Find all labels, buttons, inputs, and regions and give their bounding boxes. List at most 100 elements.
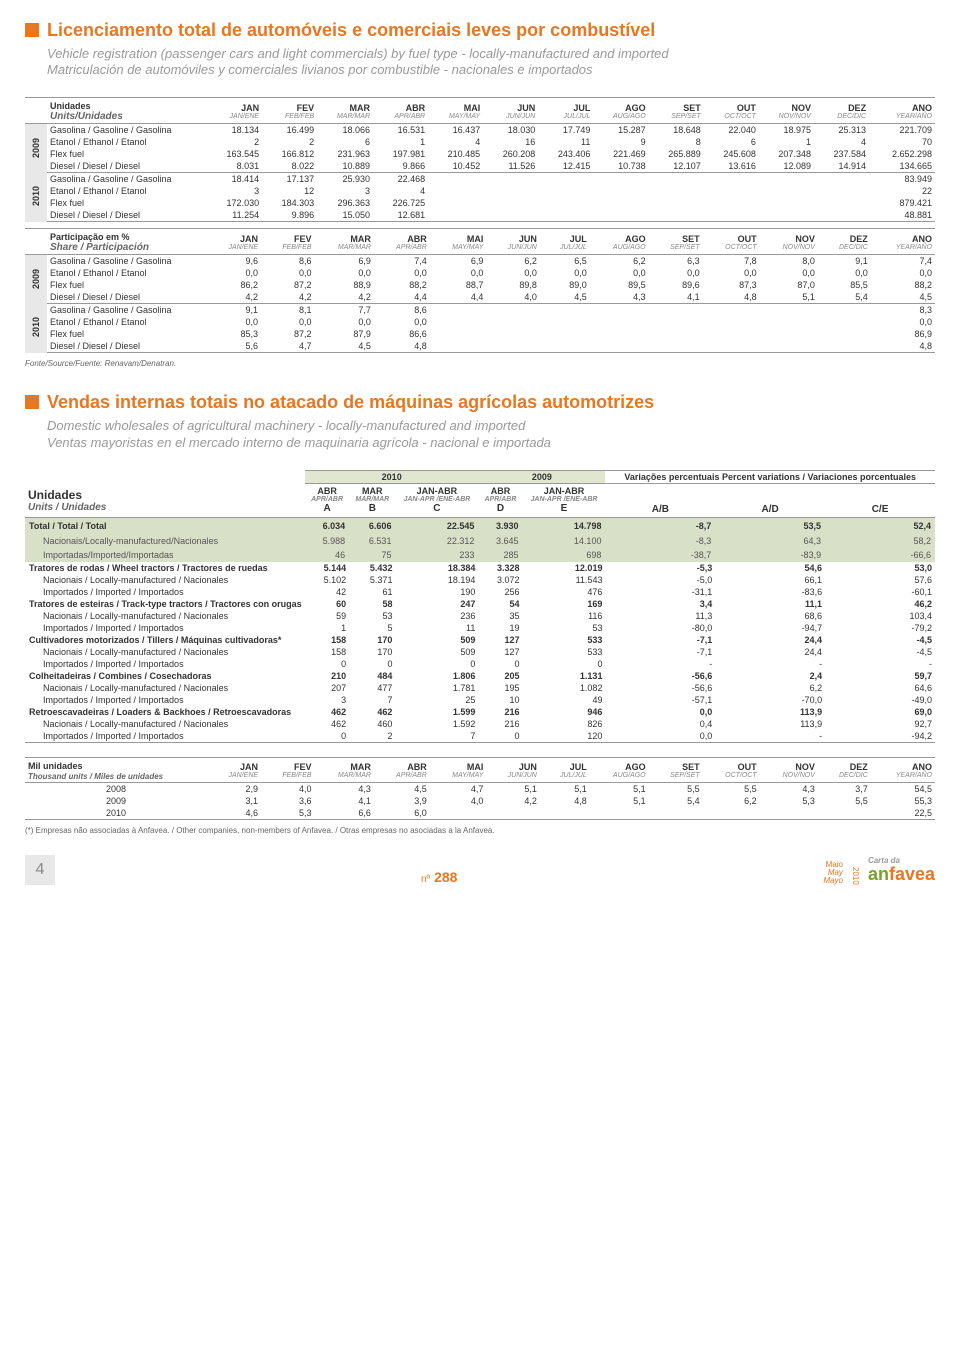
data-cell: 462 — [305, 706, 349, 718]
data-cell: 0 — [478, 658, 522, 670]
data-cell: -56,6 — [605, 682, 715, 694]
band-2010: 2010 — [305, 470, 478, 483]
data-cell: 5,1 — [590, 782, 649, 795]
data-cell: 87,2 — [261, 328, 314, 340]
data-cell: 207.348 — [759, 148, 814, 160]
data-cell: 170 — [349, 646, 395, 658]
data-cell: 509 — [395, 634, 478, 646]
table-row: Diesel / Diesel / Diesel8.0318.02210.889… — [25, 160, 935, 173]
row-label: Retroescavadeiras / Loaders & Backhoes /… — [25, 706, 305, 718]
data-cell: 58,2 — [825, 534, 935, 548]
month-col: ANOYEAR/AÑO — [871, 229, 935, 255]
data-cell: - — [715, 658, 825, 670]
data-cell: 54,5 — [871, 782, 935, 795]
row-label: Gasolina / Gasoline / Gasolina — [47, 255, 207, 268]
month-col: JUNJUN/JUN — [486, 757, 539, 782]
data-cell: 4,1 — [315, 795, 374, 807]
data-cell: 0,0 — [871, 316, 935, 328]
data-cell: 11.543 — [523, 574, 606, 586]
table-row: 2010Gasolina / Gasoline / Gasolina18.414… — [25, 173, 935, 186]
data-cell: 61 — [349, 586, 395, 598]
data-cell: 0,0 — [430, 267, 487, 279]
data-cell: 18.975 — [759, 124, 814, 137]
data-cell — [430, 316, 487, 328]
data-cell: 16.437 — [428, 124, 483, 137]
row-label: Gasolina / Gasoline / Gasolina — [47, 173, 207, 186]
data-cell: 24,4 — [715, 634, 825, 646]
data-cell: 3.072 — [478, 574, 522, 586]
table-row: Importados / Imported / Importados372510… — [25, 694, 935, 706]
data-cell: 169 — [523, 598, 606, 610]
month-col: AGOAUG/AGO — [590, 229, 649, 255]
data-cell: 7,7 — [315, 304, 374, 317]
data-cell: 184.303 — [262, 197, 317, 209]
data-cell: 25.313 — [814, 124, 869, 137]
data-cell — [704, 209, 759, 222]
table-mil-header: Mil unidades Thousand units / Miles de u… — [25, 757, 935, 782]
month-col: OUTOCT/OCT — [704, 98, 759, 124]
data-cell: 197.981 — [373, 148, 428, 160]
data-cell: 35 — [478, 610, 522, 622]
data-cell: 698 — [523, 548, 606, 562]
data-cell: 216 — [478, 718, 522, 730]
var-sub: Percent variations / Variaciones porcent… — [722, 472, 916, 482]
month-col: ANOYEAR/AÑO — [869, 98, 935, 124]
data-cell: 6,0 — [374, 807, 430, 820]
data-cell: 6 — [704, 136, 759, 148]
data-cell: 4,7 — [430, 782, 487, 795]
data-cell — [649, 185, 704, 197]
data-cell: 1.592 — [395, 718, 478, 730]
table-row: Diesel / Diesel / Diesel5,64,74,54,84,8 — [25, 340, 935, 353]
data-cell: 86,9 — [871, 328, 935, 340]
data-cell: 2.652.298 — [869, 148, 935, 160]
data-cell: 9.866 — [373, 160, 428, 173]
data-cell: 53,5 — [715, 517, 825, 534]
data-cell: 4,0 — [430, 795, 487, 807]
data-cell: 87,9 — [315, 328, 374, 340]
data-cell — [814, 197, 869, 209]
data-cell — [430, 807, 487, 820]
source-note: Fonte/Source/Fuente: Renavam/Denatran. — [25, 359, 935, 368]
data-cell: 0,0 — [374, 316, 430, 328]
data-cell: 25.930 — [317, 173, 373, 186]
data-cell: 0,0 — [374, 267, 430, 279]
data-cell: 12.107 — [649, 160, 704, 173]
data-cell: 87,3 — [703, 279, 760, 291]
table-row: Importados / Imported / Importados151119… — [25, 622, 935, 634]
data-cell: 18.134 — [207, 124, 262, 137]
data-cell: 1.781 — [395, 682, 478, 694]
data-cell — [818, 340, 871, 353]
row-label: Etanol / Ethanol / Etanol — [47, 316, 207, 328]
row-label: Importados / Imported / Importados — [25, 694, 305, 706]
data-cell: 1.082 — [523, 682, 606, 694]
data-cell: 158 — [305, 646, 349, 658]
data-cell: 172.030 — [207, 197, 262, 209]
data-cell: 69,0 — [825, 706, 935, 718]
month-col: ABRAPR/ABR — [374, 757, 430, 782]
data-cell: 8,6 — [374, 304, 430, 317]
data-cell: -38,7 — [605, 548, 715, 562]
month-col: SETSEP/SET — [649, 98, 704, 124]
data-cell — [814, 173, 869, 186]
data-cell — [428, 173, 483, 186]
data-cell — [818, 304, 871, 317]
data-cell: 75 — [349, 548, 395, 562]
section2-title: Vendas internas totais no atacado de máq… — [47, 392, 654, 414]
data-cell: 4,5 — [871, 291, 935, 304]
data-cell: 9,1 — [207, 304, 261, 317]
data-cell: 207 — [305, 682, 349, 694]
data-cell: 190 — [395, 586, 478, 598]
orange-marker — [25, 23, 39, 37]
table-row: 20104,65,36,66,022,5 — [25, 807, 935, 820]
data-cell: 87,0 — [760, 279, 818, 291]
data-cell — [759, 185, 814, 197]
row-label: Nacionais / Locally-manufactured / Nacio… — [25, 682, 305, 694]
data-cell: 87,2 — [261, 279, 314, 291]
data-cell: 8 — [649, 136, 704, 148]
data-cell: 0,0 — [605, 730, 715, 743]
mil-sub: Thousand units / Miles de unidades — [28, 772, 163, 781]
data-cell: 14.914 — [814, 160, 869, 173]
unit-header-2: Unidades — [28, 488, 82, 502]
month-col: NOVNOV/NOV — [760, 757, 818, 782]
row-label: Flex fuel — [47, 148, 207, 160]
